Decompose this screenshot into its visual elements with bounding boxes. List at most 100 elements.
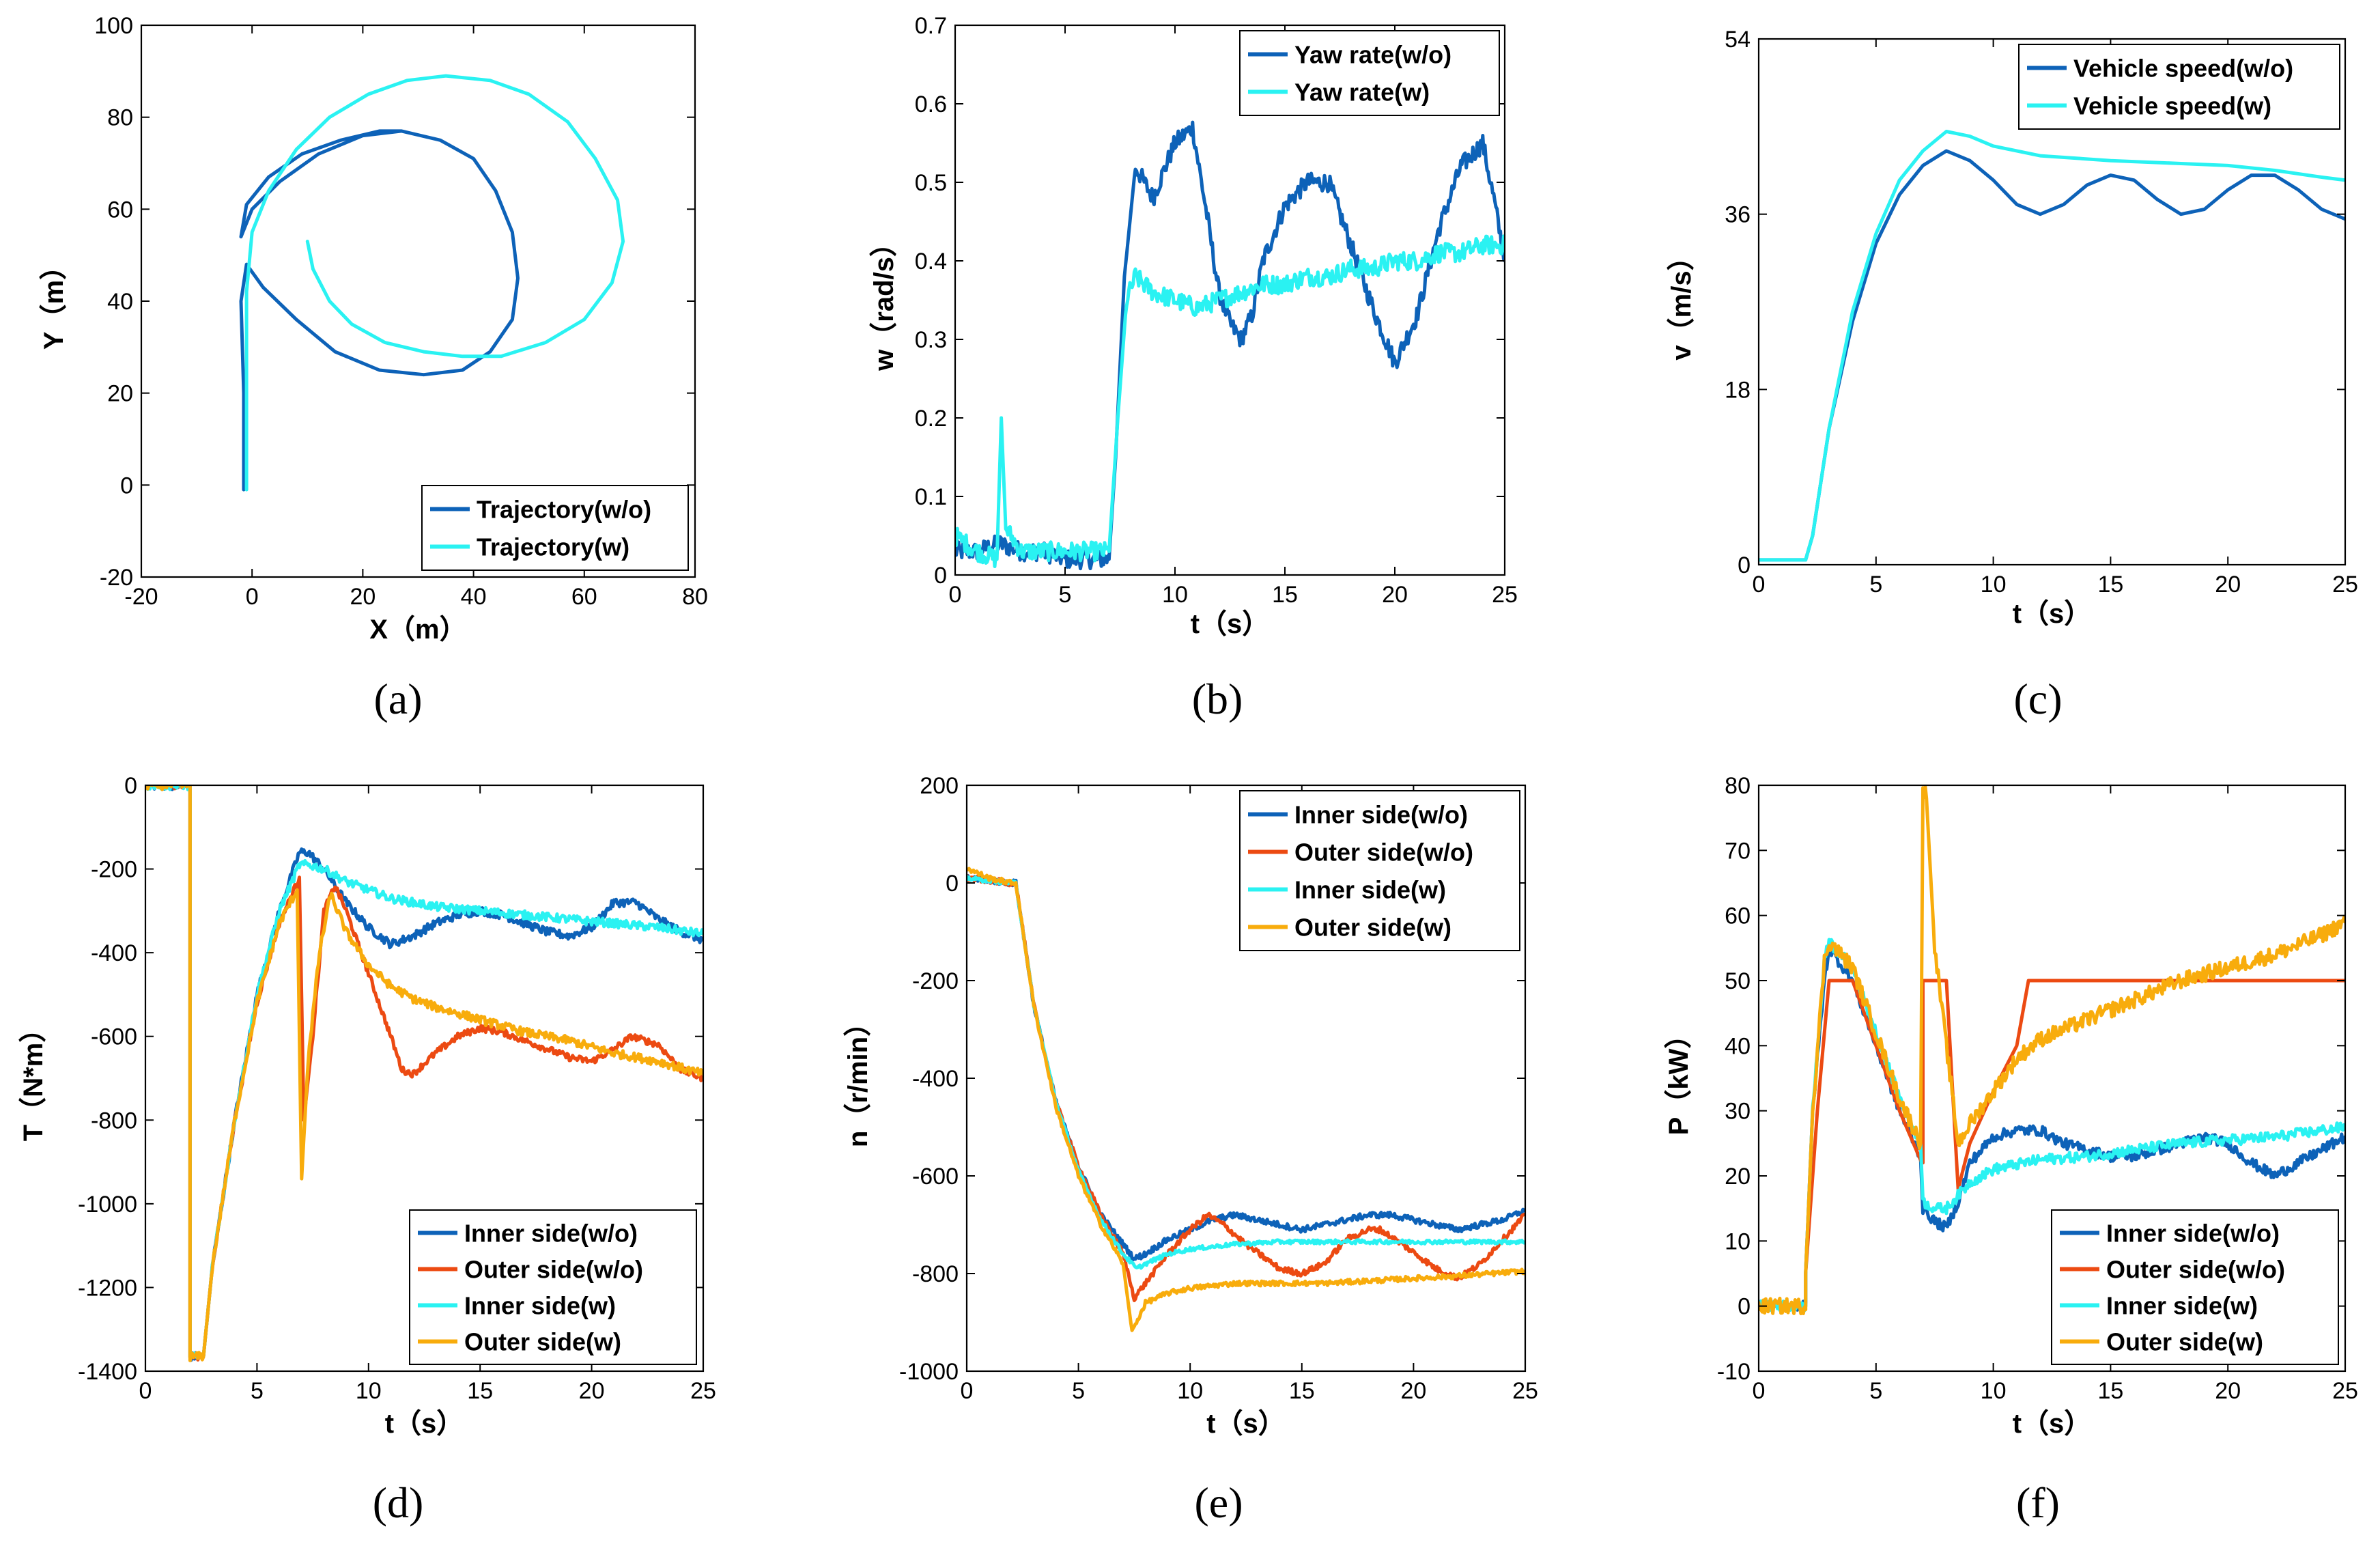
panel-e-series-3 [967, 867, 1525, 1332]
panel-a-xtick-label: 60 [571, 584, 597, 610]
panel-f-series-3 [1759, 785, 2345, 1316]
panel-d-ytick-label: -800 [91, 1108, 137, 1134]
panel-a-legend: Trajectory(w/o) Trajectory(w) [421, 485, 689, 571]
panel-b-caption: (b) [1192, 675, 1243, 723]
panel-f-ytick-label: 50 [1725, 968, 1751, 994]
panel-b-series-0 [955, 120, 1505, 571]
panel-a-ytick-label: 60 [107, 197, 133, 223]
panel-e-legend-label-0: Inner side(w/o) [1294, 801, 1468, 829]
panel-a-legend-box [421, 485, 689, 571]
panel-f-ylabel: P（kW） [1664, 1022, 1694, 1136]
panel-b: 0 5 10 15 20 25 0 0.1 0.2 0.3 0.4 0.5 0.6 0.7 t（s） w（ra… [869, 13, 1518, 723]
panel-e-caption: (e) [1194, 1478, 1243, 1527]
panel-d-legend: Inner side(w/o) Outer side(w/o) Inner side… [409, 1209, 697, 1365]
panel-b-axes-frame [954, 24, 1506, 576]
panel-f-legend-label-2: Inner side(w) [2106, 1292, 2258, 1320]
panel-e-ytick-label: -600 [912, 1164, 959, 1190]
panel-f-xtick-label: 0 [1753, 1378, 1766, 1404]
panel-c-ylabel: v（m/s） [1667, 243, 1697, 360]
panel-e-ytick-label: 200 [920, 773, 959, 799]
panel-c-xtick-label: 10 [1981, 572, 2007, 598]
panel-a-ytick-label: 20 [107, 381, 133, 407]
panel-b-xtick-label: 15 [1272, 582, 1298, 608]
panel-f-ytick-label: 70 [1725, 838, 1751, 864]
panel-c-ytick-label: 54 [1725, 27, 1751, 53]
panel-f-legend-box [2051, 1209, 2339, 1365]
panel-c-legend-label-0: Vehicle speed(w/o) [2073, 55, 2293, 83]
panel-f-xtick-label: 15 [2097, 1378, 2123, 1404]
panel-e-ytick-label: -200 [912, 968, 959, 994]
panel-f-ytick-label: -10 [1717, 1359, 1751, 1385]
panel-a-ytick-label: 80 [107, 105, 133, 131]
panel-e-legend-box [1239, 790, 1520, 951]
panel-e-xtick-label: 10 [1177, 1378, 1203, 1404]
panel-f-ytick-label: 40 [1725, 1033, 1751, 1059]
panel-e: 0 5 10 15 20 25 -1000 -800 -600 -400 -200 0 200 t（s） n… [843, 773, 1538, 1527]
panel-d-legend-box [409, 1209, 697, 1365]
panel-c-series-1 [1759, 130, 2345, 562]
panel-b-ytick-label: 0.5 [915, 170, 947, 196]
panel-b-xtick-label: 10 [1162, 582, 1188, 608]
panel-f: 0 5 10 15 20 25-1001020304050607080t（s）P（kW）I… [1664, 773, 2358, 1527]
panel-d-series-3 [145, 785, 703, 1362]
panel-f-series-group [1759, 785, 2345, 1316]
panel-c-legend-label-1: Vehicle speed(w) [2073, 92, 2271, 120]
panel-a-xlabel: X（m） [369, 615, 466, 645]
panel-c-xtick-label: 5 [1869, 572, 1882, 598]
panel-c-series-group [1759, 130, 2345, 562]
panel-f-xlabel: t（s） [2013, 1409, 2092, 1439]
panel-a-series-group [239, 74, 625, 492]
panel-e-legend-label-2: Inner side(w) [1294, 876, 1446, 904]
panel-a-legend-label-0: Trajectory(w/o) [477, 496, 651, 524]
panel-b-ytick-label: 0.6 [915, 92, 947, 117]
panel-d-xtick-label: 10 [356, 1378, 382, 1404]
panel-b-series-1 [955, 234, 1505, 568]
panel-b-ytick-label: 0 [934, 563, 947, 589]
panel-d-axes-frame [144, 784, 705, 1373]
panel-a-caption: (a) [373, 675, 422, 723]
panel-a: -20 0 20 40 60 80 -20 0 20 40 60 80 100 X（m） Y（m） Traje… [39, 13, 708, 723]
panel-c-xtick-label: 0 [1753, 572, 1766, 598]
panel-f-xtick-label: 20 [2215, 1378, 2241, 1404]
panel-f-legend-label-1: Outer side(w/o) [2106, 1256, 2285, 1284]
panel-c-axes-frame [1757, 38, 2347, 566]
panel-a-ytick-label: -20 [100, 565, 133, 591]
panel-d-ytick-label: -600 [91, 1024, 137, 1050]
panel-b-xtick-label: 25 [1492, 582, 1518, 608]
panel-c-series-0 [1759, 149, 2345, 562]
panel-f-caption: (f) [2016, 1478, 2060, 1527]
panel-b-ytick-label: 0.3 [915, 327, 947, 353]
panel-c-ytick-label: 0 [1738, 552, 1751, 578]
panel-f-xtick-label: 25 [2332, 1378, 2358, 1404]
panel-d-ytick-label: -200 [91, 857, 137, 883]
panel-c-legend: Vehicle speed(w/o) Vehicle speed(w) [2018, 44, 2340, 130]
panel-d-legend-label-3: Outer side(w) [464, 1328, 621, 1356]
panel-e-ytick-label: -1000 [899, 1359, 959, 1385]
panel-b-legend-box [1239, 30, 1500, 116]
panel-a-series-1 [244, 74, 625, 492]
panel-d-ylabel: T（N*m） [18, 1015, 48, 1141]
panel-b-ylabel: w（rad/s） [869, 229, 899, 371]
panel-d-ytick-label: -1000 [78, 1192, 137, 1218]
panel-f-xtick-label: 5 [1869, 1378, 1882, 1404]
panel-c: 0 5 10 15 20 25 0 18 36 54 t（s） v（m/s） Vehicle speed… [1667, 27, 2358, 723]
panel-d-series-group [145, 785, 703, 1362]
panel-e-xlabel: t（s） [1206, 1409, 1286, 1439]
panel-e-legend-label-1: Outer side(w/o) [1294, 839, 1473, 867]
panel-d-legend-label-1: Outer side(w/o) [464, 1256, 643, 1284]
panel-e-xtick-label: 15 [1289, 1378, 1315, 1404]
panel-c-xtick-label: 15 [2097, 572, 2123, 598]
panel-b-xlabel: t（s） [1191, 609, 1270, 639]
panel-b-legend: Yaw rate(w/o) Yaw rate(w) [1239, 30, 1500, 116]
panel-a-ylabel: Y（m） [39, 253, 69, 350]
panel-a-xtick-label: 0 [246, 584, 259, 610]
panel-c-xtick-label: 20 [2215, 572, 2241, 598]
panel-d-legend-label-0: Inner side(w/o) [464, 1220, 638, 1248]
panel-d: 0 5 10 15 20 25 -1400 -1200 -1000 -800 -600 -400 -20… [18, 773, 716, 1527]
panel-f-legend: Inner side(w/o) Outer side(w/o) Inner side… [2051, 1209, 2339, 1365]
panel-b-legend-label-0: Yaw rate(w/o) [1294, 41, 1451, 69]
panel-f-legend-label-3: Outer side(w) [2106, 1328, 2263, 1356]
panel-f-axes-frame [1757, 784, 2347, 1373]
panel-c-caption: (c) [2013, 675, 2062, 723]
